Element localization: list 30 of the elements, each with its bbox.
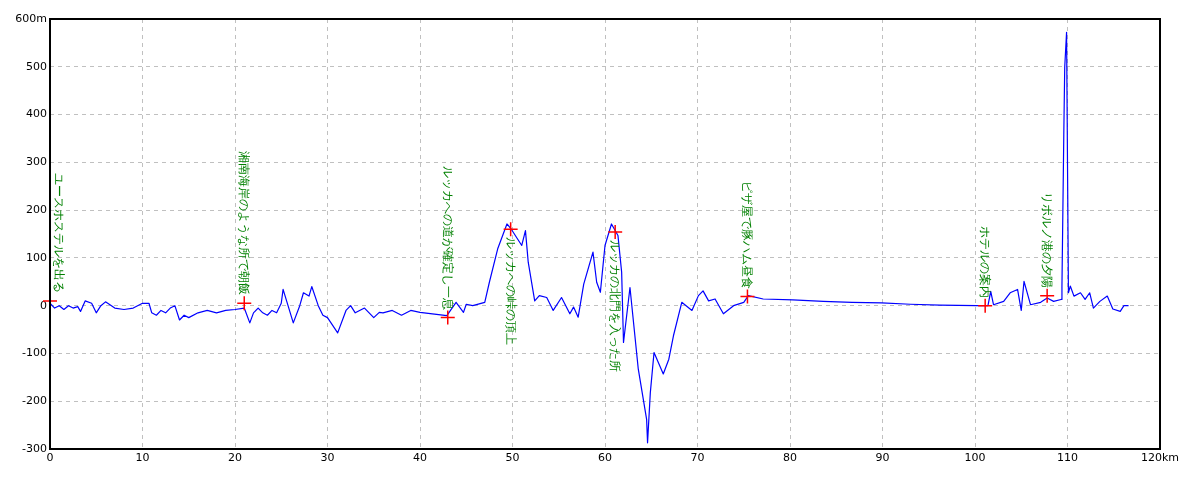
y-tick-label: 300 (26, 155, 47, 169)
annotation: ルッカへの道が確定し一息 (440, 165, 455, 310)
y-tick-label: -100 (22, 346, 47, 360)
y-tick-label: 0 (40, 298, 47, 312)
x-tick-label: 120km (1140, 451, 1180, 465)
x-tick-label: 60 (598, 451, 612, 465)
x-tick-label: 90 (875, 451, 890, 465)
x-tick-label: 40 (413, 451, 427, 465)
annotation: ユースホステルを出る (52, 172, 66, 293)
annotation: ルッカへの峠の頂上 (503, 237, 518, 346)
x-tick-label: 80 (783, 451, 797, 465)
x-tick-label: 20 (228, 451, 242, 465)
y-tick-label: 500 (26, 59, 47, 73)
y-tick-label: 400 (26, 107, 47, 121)
x-tick-label: 100 (964, 451, 986, 465)
annotation: ホテルの案内 (978, 225, 993, 298)
annotation: ルッカの北門を入った所 (608, 240, 623, 373)
x-tick-label: 70 (690, 451, 705, 465)
x-tick-label: 50 (505, 451, 520, 465)
y-tick-label: 100 (26, 250, 47, 264)
y-tick-label: -300 (22, 441, 47, 455)
annotation: リボルノ港の夕陽 (1040, 191, 1055, 288)
y-tick-label: 200 (26, 202, 47, 216)
x-tick-label: 110 (1057, 451, 1078, 465)
annotation: 湘南海岸のような所で朝飯 (237, 151, 252, 296)
y-tick-label: 600m (15, 11, 47, 25)
x-tick-label: 10 (135, 451, 150, 465)
annotation: ピザ屋で豚ハム昼食 (740, 180, 755, 289)
x-tick-label: 30 (320, 451, 335, 465)
y-tick-label: -200 (22, 394, 47, 408)
